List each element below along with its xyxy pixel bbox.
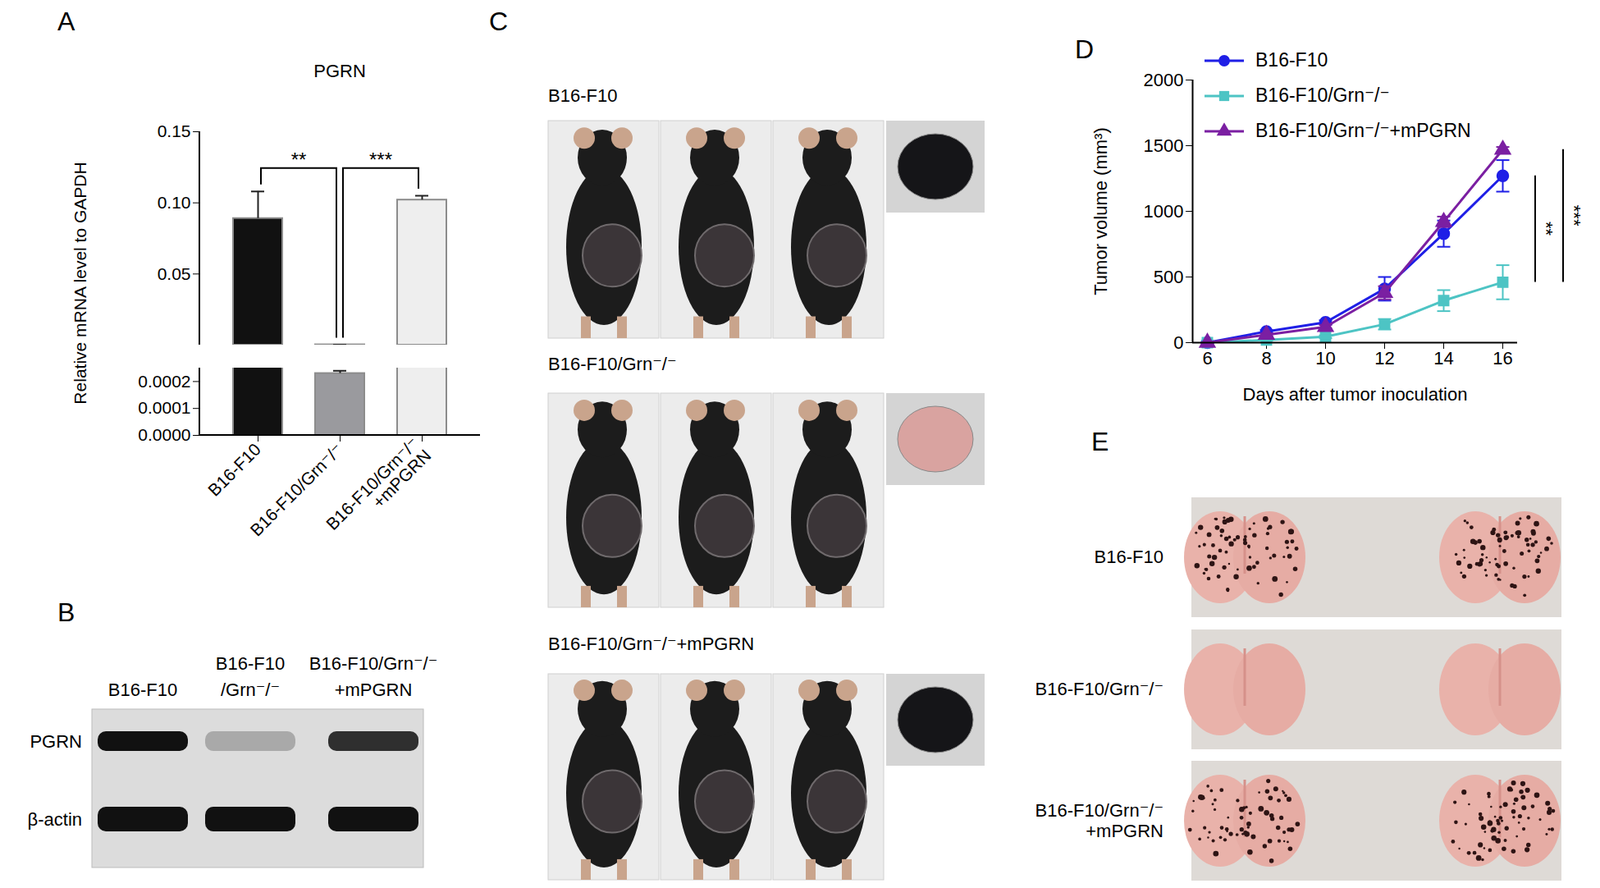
html-text:B16-F10/Grn⁻/⁻: B16-F10/Grn⁻/⁻: [1035, 678, 1164, 700]
svg-text:Days after tumor inoculation: Days after tumor inoculation: [1243, 384, 1468, 405]
svg-text:**: **: [291, 148, 307, 171]
html-text:B16-F10/Grn⁻/⁻ +mPGRN: B16-F10/Grn⁻/⁻ +mPGRN: [1035, 799, 1164, 842]
svg-text:B16-F10/Grn⁻/⁻: B16-F10/Grn⁻/⁻: [309, 653, 439, 674]
svg-text:B16-F10: B16-F10: [215, 653, 285, 674]
html-text:D: D: [1074, 34, 1094, 64]
svg-text:10: 10: [1315, 347, 1335, 369]
html-text:A: A: [57, 6, 75, 37]
html-text:B16-F10: B16-F10: [548, 85, 618, 106]
svg-text:PGRN: PGRN: [29, 731, 83, 752]
svg-text:0.0001: 0.0001: [137, 397, 191, 417]
svg-text:0.10: 0.10: [157, 192, 192, 212]
svg-text:0.05: 0.05: [157, 264, 192, 284]
svg-text:0.15: 0.15: [157, 121, 192, 141]
svg-text:2000: 2000: [1143, 69, 1184, 91]
html-text:B16-F10/Grn⁻/⁻: B16-F10/Grn⁻/⁻: [1255, 84, 1390, 106]
svg-text:β-actin: β-actin: [27, 809, 83, 830]
svg-text:+mPGRN: +mPGRN: [334, 679, 413, 700]
svg-text:8: 8: [1261, 347, 1271, 369]
svg-text:B16-F10: B16-F10: [108, 679, 178, 700]
svg-text:500: 500: [1153, 266, 1184, 288]
svg-text:0.0000: 0.0000: [137, 425, 191, 444]
svg-text:B16-F10/Grn⁻/⁻: B16-F10/Grn⁻/⁻: [246, 439, 347, 540]
svg-text:16: 16: [1492, 347, 1513, 369]
html-text:B16-F10: B16-F10: [1094, 546, 1164, 568]
html-text:Relative mRNA level to GAPDH: Relative mRNA level to GAPDH: [70, 161, 90, 405]
svg-text:***: ***: [369, 148, 393, 171]
html-text:B16-F10/Grn⁻/⁻+mPGRN: B16-F10/Grn⁻/⁻+mPGRN: [1255, 119, 1471, 142]
html-text:B16-F10: B16-F10: [1255, 49, 1328, 71]
html-text:E: E: [1091, 426, 1109, 457]
svg-text:1500: 1500: [1143, 135, 1184, 156]
svg-text:/Grn⁻/⁻: /Grn⁻/⁻: [220, 679, 280, 700]
svg-text:**: **: [1536, 221, 1557, 237]
svg-text:***: ***: [1563, 205, 1585, 227]
svg-text:12: 12: [1374, 347, 1395, 369]
svg-text:B16-F10/Grn⁻/⁻+mPGRN: B16-F10/Grn⁻/⁻+mPGRN: [322, 433, 435, 546]
svg-text:1000: 1000: [1143, 201, 1184, 222]
html-text:B16-F10/Grn⁻/⁻+mPGRN: B16-F10/Grn⁻/⁻+mPGRN: [548, 633, 755, 654]
svg-text:6: 6: [1202, 347, 1212, 369]
html-text:B16-F10/Grn⁻/⁻: B16-F10/Grn⁻/⁻: [548, 353, 677, 375]
svg-text:0: 0: [1173, 332, 1184, 353]
svg-text:B16-F10: B16-F10: [204, 439, 265, 500]
html-text:B: B: [57, 597, 75, 627]
svg-text:Tumor volume (mm³): Tumor volume (mm³): [1090, 127, 1111, 296]
svg-text:0.0002: 0.0002: [137, 371, 191, 391]
svg-text:14: 14: [1433, 347, 1454, 369]
html-text:PGRN: PGRN: [313, 60, 366, 82]
html-text:C: C: [489, 6, 508, 37]
